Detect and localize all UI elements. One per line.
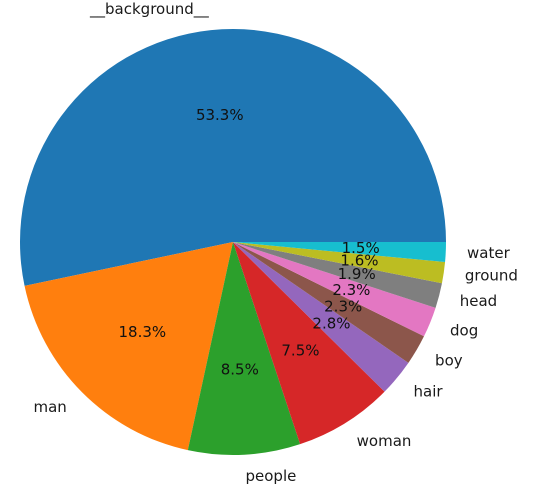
slice-pct-water: 1.5% [342,239,380,257]
pie-slice-water [233,242,446,263]
slice-pct-boy: 2.3% [324,298,362,316]
pie-slice-ground [233,242,446,284]
slice-pct-background: 53.3% [196,106,244,124]
slice-pct-head: 1.9% [338,265,376,283]
pie-slice-background [19,29,446,286]
slice-label-man: man [33,398,66,416]
slice-label-boy: boy [435,352,463,370]
pie-slice-people [187,242,301,456]
slice-pct-dog: 2.3% [332,281,370,299]
slice-label-hair: hair [414,382,444,400]
pie-slice-dog [233,242,436,337]
slice-label-ground: ground [465,267,518,285]
slice-label-water: water [467,244,511,262]
slice-label-head: head [460,292,497,310]
slice-label-people: people [246,467,297,485]
slice-pct-hair: 2.8% [312,314,350,332]
slice-label-woman: woman [357,432,412,450]
pie-slice-woman [233,242,385,445]
pie-slice-hair [233,242,409,392]
slice-pct-woman: 7.5% [281,342,319,360]
pie-slice-boy [233,242,424,363]
pie-slice-man [24,242,234,451]
slice-pct-people: 8.5% [221,361,259,379]
slice-label-dog: dog [450,321,478,339]
slice-pct-man: 18.3% [119,323,167,341]
slice-label-background: __background__ [89,0,209,19]
pie-slice-head [233,242,442,308]
slice-pct-ground: 1.6% [340,251,378,269]
